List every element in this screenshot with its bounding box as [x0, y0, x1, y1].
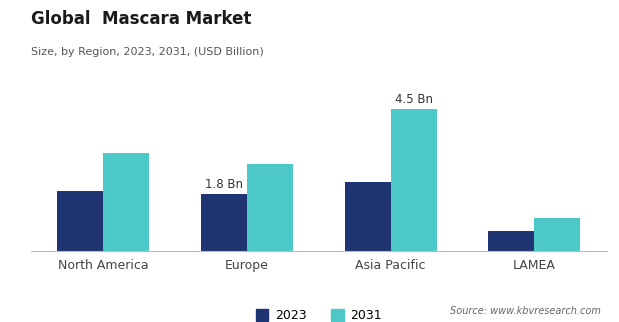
Bar: [488, 231, 534, 251]
Bar: [534, 218, 581, 251]
Bar: [103, 153, 149, 251]
Bar: [201, 194, 247, 251]
Text: 4.5 Bn: 4.5 Bn: [395, 93, 433, 106]
Text: Source: www.kbvresearch.com: Source: www.kbvresearch.com: [449, 306, 600, 316]
Text: Global  Mascara Market: Global Mascara Market: [31, 10, 251, 28]
Bar: [57, 191, 103, 251]
Legend: 2023, 2031: 2023, 2031: [251, 304, 387, 322]
Bar: [345, 182, 391, 251]
Text: Size, by Region, 2023, 2031, (USD Billion): Size, by Region, 2023, 2031, (USD Billio…: [31, 47, 264, 57]
Bar: [391, 109, 436, 251]
Text: 1.8 Bn: 1.8 Bn: [205, 178, 243, 191]
Bar: [247, 164, 293, 251]
